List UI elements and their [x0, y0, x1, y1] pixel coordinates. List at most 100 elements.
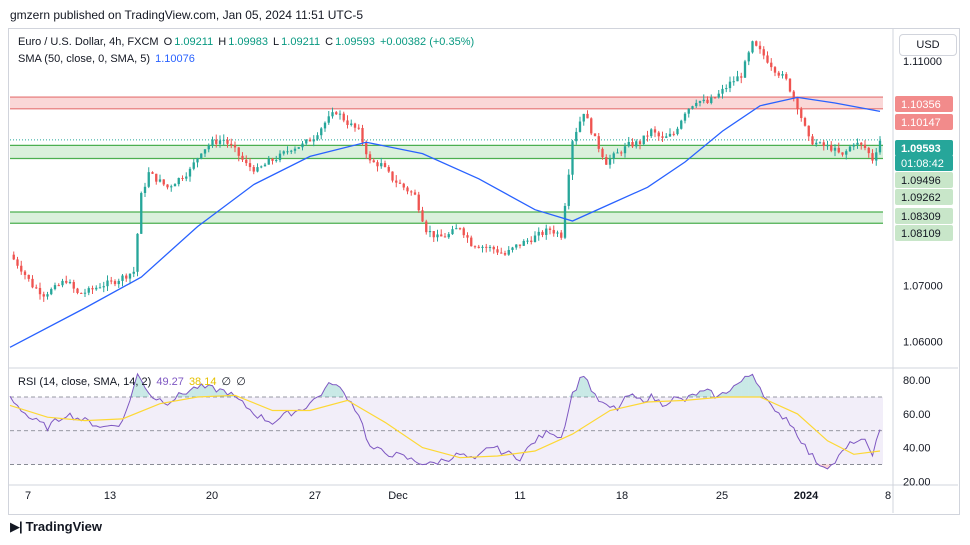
candle-body: [53, 285, 57, 290]
candle-body: [571, 141, 574, 175]
candle-body: [368, 154, 372, 161]
candle-body: [796, 98, 799, 110]
candle-body: [361, 127, 364, 143]
candle-body: [151, 172, 154, 174]
candle-body: [110, 280, 113, 282]
candle-body: [136, 233, 139, 272]
tradingview-logo-icon: ▶|: [10, 519, 23, 534]
rsi-overbought-fill: [752, 374, 757, 397]
candle-body: [278, 153, 282, 161]
rsi-overbought-fill: [145, 387, 149, 397]
rsi-line: [9, 372, 881, 470]
candle-body: [241, 155, 244, 160]
currency-button[interactable]: USD: [899, 34, 957, 56]
rsi-overbought-fill: [583, 376, 588, 397]
candle-body: [485, 246, 488, 248]
rsi-overbought-fill: [707, 389, 712, 397]
candle-body: [680, 120, 683, 129]
rsi-overbought-fill: [621, 396, 625, 397]
price-label-green: 1.09496: [901, 175, 941, 187]
candle-body: [608, 158, 612, 165]
candle-body: [143, 186, 147, 194]
candle-body: [233, 145, 237, 148]
low-value: 1.09211: [281, 36, 321, 48]
candle-body: [638, 141, 642, 145]
candle-body: [530, 240, 533, 243]
candle-body: [792, 91, 795, 99]
candle-body: [87, 288, 90, 293]
price-label-countdown: 01:08:42: [901, 158, 944, 170]
sma-legend: SMA (50, close, 0, SMA, 5) 1.10076: [18, 53, 197, 65]
candle-body: [867, 147, 870, 154]
candle-body: [230, 143, 233, 146]
candle-body: [545, 228, 548, 235]
candle-body: [338, 113, 342, 115]
rsi-overbought-fill: [182, 394, 187, 397]
rsi-overbought-fill: [700, 390, 704, 397]
candle-body: [623, 146, 627, 154]
candle-body: [668, 133, 672, 137]
candle-body: [380, 163, 383, 167]
candle-body: [552, 229, 555, 234]
candle-body: [357, 127, 360, 129]
candle-body: [211, 139, 214, 146]
candle-body: [575, 131, 578, 142]
candle-body: [16, 259, 19, 266]
sma-title: SMA (50, close, 0, SMA, 5): [18, 53, 151, 65]
rsi-overbought-fill: [325, 382, 329, 397]
candle-body: [398, 182, 402, 184]
candle-body: [237, 147, 240, 156]
candle-body: [830, 145, 833, 151]
time-tick-label: Dec: [388, 490, 408, 502]
candle-body: [387, 167, 390, 172]
candle-body: [863, 144, 867, 148]
candle-body: [758, 45, 762, 50]
candle-body: [586, 113, 589, 119]
zone-resistance: [10, 97, 883, 109]
candle-body: [492, 246, 495, 250]
price-label-current: 1.09593: [901, 143, 941, 155]
rsi-overbought-fill: [737, 381, 742, 397]
candle-body: [20, 265, 23, 272]
candle-body: [342, 113, 345, 121]
candle-body: [822, 142, 825, 147]
candle-body: [563, 205, 567, 238]
candle-body: [788, 78, 792, 92]
candle-body: [751, 41, 754, 53]
candle-body: [800, 109, 803, 119]
price-tick-label: 1.06000: [903, 337, 943, 349]
price-label-badge: [895, 208, 953, 224]
candle-body: [650, 129, 653, 137]
rsi-overbought-fill: [591, 391, 595, 397]
candle-body: [695, 102, 698, 107]
candle-body: [601, 148, 604, 158]
chart-frame: [8, 28, 960, 515]
candle-body: [316, 135, 319, 140]
candle-body: [755, 41, 758, 46]
candle-body: [106, 280, 109, 287]
candle-body: [642, 135, 645, 145]
candle-body: [515, 244, 518, 248]
candle-body: [173, 184, 177, 187]
candle-body: [725, 88, 728, 90]
candle-body: [413, 192, 417, 195]
candle-body: [777, 72, 780, 76]
candle-body: [511, 247, 514, 250]
candle-body: [428, 231, 432, 233]
candle-body: [657, 132, 660, 137]
candle-body: [248, 163, 252, 168]
price-label-red: 1.10356: [901, 99, 941, 111]
candle-body: [436, 234, 439, 238]
candle-body: [406, 187, 409, 192]
candle-body: [635, 141, 638, 147]
sma-line: [9, 96, 881, 348]
candle-body: [597, 136, 600, 149]
candle-body: [31, 278, 34, 288]
candle-body: [860, 142, 863, 145]
candle-body: [353, 123, 357, 128]
candle-body: [80, 292, 83, 294]
candle-body: [203, 149, 207, 154]
candle-body: [188, 168, 192, 177]
